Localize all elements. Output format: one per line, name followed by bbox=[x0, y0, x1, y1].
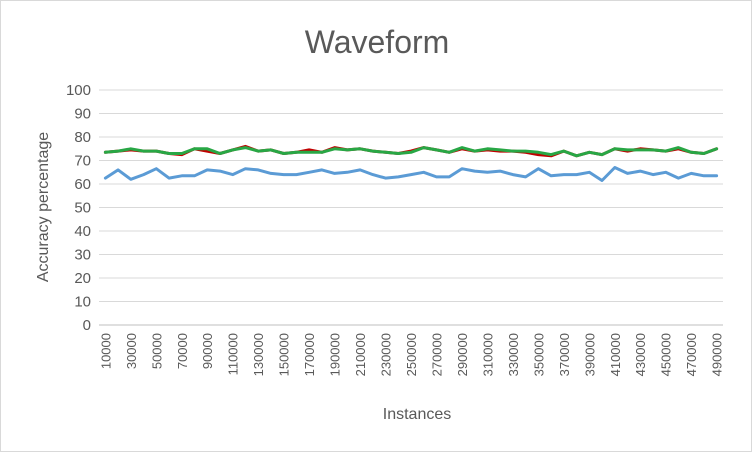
y-axis-title: Accuracy percentage bbox=[35, 132, 52, 282]
x-tick-label: 230000 bbox=[379, 333, 394, 376]
x-tick-label: 270000 bbox=[429, 333, 444, 376]
x-tick-label: 50000 bbox=[149, 333, 164, 369]
x-tick-label: 10000 bbox=[98, 333, 113, 369]
y-tick-label: 10 bbox=[74, 294, 91, 311]
x-tick-label: 490000 bbox=[710, 333, 725, 376]
y-tick-label: 60 bbox=[74, 176, 91, 193]
series-line-3 bbox=[103, 146, 719, 158]
x-tick-label: 450000 bbox=[659, 333, 674, 376]
x-tick-label: 170000 bbox=[302, 333, 317, 376]
x-tick-label: 310000 bbox=[480, 333, 495, 376]
chart-title: Waveform bbox=[305, 24, 450, 60]
x-tick-label: 470000 bbox=[684, 333, 699, 376]
x-tick-label: 110000 bbox=[226, 333, 241, 375]
x-tick-label: 390000 bbox=[582, 333, 597, 376]
x-tick-label: 30000 bbox=[124, 333, 139, 369]
y-tick-label: 100 bbox=[66, 82, 91, 99]
x-tick-label: 150000 bbox=[277, 333, 292, 376]
x-tick-label: 370000 bbox=[557, 333, 572, 376]
series-line-1 bbox=[103, 166, 719, 182]
y-tick-label: 80 bbox=[74, 129, 91, 146]
x-tick-label: 90000 bbox=[200, 333, 215, 369]
x-tick-label: 330000 bbox=[506, 333, 521, 376]
x-tick-label: 130000 bbox=[251, 333, 266, 376]
x-tick-label: 430000 bbox=[633, 333, 648, 376]
y-tick-label: 90 bbox=[74, 106, 91, 123]
y-tick-label: 0 bbox=[83, 317, 91, 334]
x-axis-title: Instances bbox=[383, 406, 451, 423]
x-tick-label: 190000 bbox=[328, 333, 343, 376]
x-axis-ticks: 10000 30000 50000 70000 90000 110000 130000 150… bbox=[98, 333, 724, 376]
y-tick-label: 30 bbox=[74, 247, 91, 264]
x-tick-label: 410000 bbox=[608, 333, 623, 376]
x-tick-label: 210000 bbox=[353, 333, 368, 376]
y-tick-label: 40 bbox=[74, 223, 91, 240]
x-tick-label: 70000 bbox=[175, 333, 190, 369]
y-tick-label: 70 bbox=[74, 153, 91, 170]
gridlines bbox=[99, 89, 723, 326]
series-lines bbox=[103, 144, 719, 182]
x-tick-label: 250000 bbox=[404, 333, 419, 376]
y-tick-label: 20 bbox=[74, 270, 91, 287]
y-tick-label: 50 bbox=[74, 200, 91, 217]
x-tick-label: 290000 bbox=[455, 333, 470, 376]
x-tick-label: 350000 bbox=[531, 333, 546, 376]
y-axis-ticks: 0 10 20 30 40 50 60 70 80 90 100 bbox=[66, 82, 91, 334]
